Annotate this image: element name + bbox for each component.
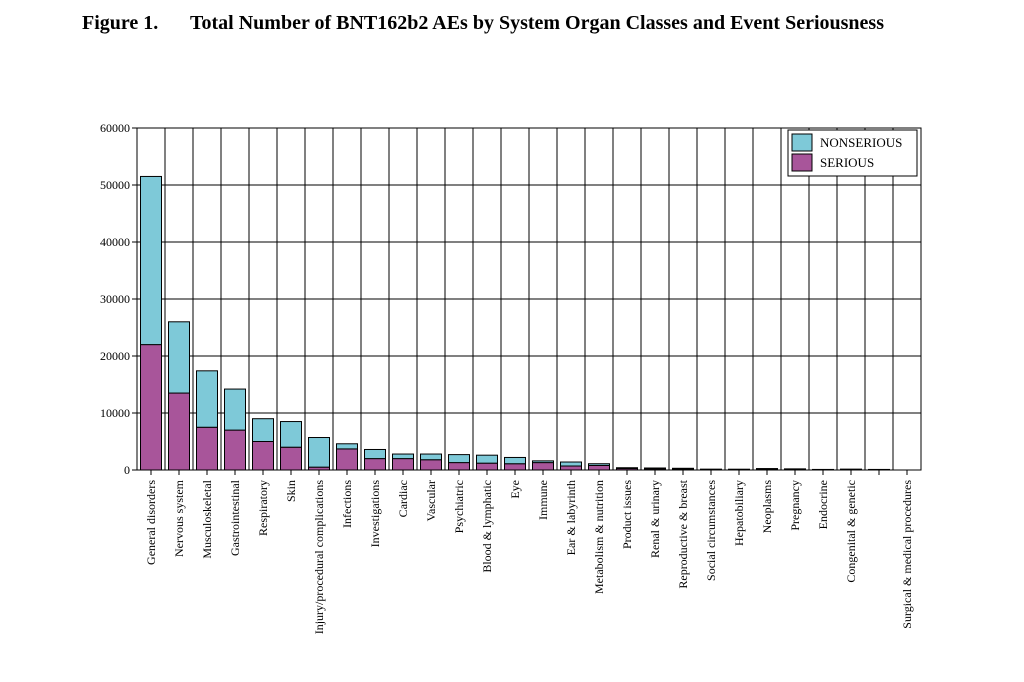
legend-label: NONSERIOUS <box>820 135 902 150</box>
x-category-label: Reproductive & breast <box>676 479 690 588</box>
figure-label: Figure 1. <box>82 12 159 34</box>
bar-nonserious <box>448 454 470 464</box>
x-category-label: Endocrine <box>816 480 830 529</box>
bar-serious <box>196 426 218 471</box>
bar-serious <box>588 464 610 471</box>
bar-serious <box>224 429 246 471</box>
bar-nonserious <box>308 437 330 468</box>
bar-nonserious <box>252 418 274 443</box>
x-category-label: Pregnancy <box>788 480 802 531</box>
y-tick-label: 20000 <box>100 349 130 363</box>
y-tick-label: 50000 <box>100 178 130 192</box>
y-tick-label: 30000 <box>100 292 130 306</box>
x-category-label: Social circumstances <box>704 480 718 581</box>
x-category-label: Metabolism & nutrition <box>592 480 606 594</box>
x-category-label: Infections <box>340 480 354 528</box>
bar-serious <box>504 463 526 471</box>
bar-nonserious <box>336 443 358 450</box>
x-category-label: General disorders <box>144 480 158 565</box>
legend-label: SERIOUS <box>820 155 874 170</box>
bar-nonserious <box>504 456 526 465</box>
x-category-label: Injury/procedural complications <box>312 480 326 635</box>
bar-nonserious <box>476 454 498 464</box>
bar-nonserious <box>392 453 414 460</box>
bar-serious <box>336 448 358 471</box>
x-category-label: Congenital & genetic <box>844 480 858 583</box>
bar-nonserious <box>868 468 890 471</box>
bar-serious <box>476 462 498 471</box>
x-category-label: Hepatobiliary <box>732 480 746 546</box>
bar-nonserious <box>784 468 806 470</box>
x-category-label: Neoplasms <box>760 480 774 534</box>
bar-serious <box>252 441 274 471</box>
bar-nonserious <box>140 175 162 346</box>
x-category-label: Product issues <box>620 480 634 549</box>
x-category-label: Respiratory <box>256 480 270 536</box>
bar-nonserious <box>644 467 666 470</box>
bar-serious <box>168 392 190 471</box>
y-tick-label: 0 <box>124 463 130 477</box>
x-category-label: Vascular <box>424 480 438 521</box>
bar-nonserious <box>224 388 246 431</box>
bar-serious <box>448 462 470 471</box>
bar-nonserious <box>364 448 386 460</box>
bar-nonserious <box>420 453 442 461</box>
bar-nonserious <box>616 467 638 470</box>
bar-serious <box>560 465 582 471</box>
x-category-label: Psychiatric <box>452 480 466 533</box>
bar-nonserious <box>588 463 610 466</box>
bar-nonserious <box>756 468 778 470</box>
x-category-label: Immune <box>536 480 550 520</box>
x-category-label: Ear & labyrinth <box>564 480 578 555</box>
bar-serious <box>280 446 302 471</box>
x-category-label: Cardiac <box>396 480 410 517</box>
bar-nonserious <box>672 467 694 470</box>
x-category-label: Renal & urinary <box>648 480 662 558</box>
legend-swatch <box>791 153 813 172</box>
bar-nonserious <box>280 421 302 448</box>
figure-title-text: Total Number of BNT162b2 AEs by System O… <box>190 12 884 34</box>
x-category-label: Surgical & medical procedures <box>900 480 914 629</box>
x-category-label: Eye <box>508 480 522 499</box>
x-category-label: Investigations <box>368 480 382 548</box>
bar-nonserious <box>560 461 582 467</box>
bar-nonserious <box>168 321 190 394</box>
x-category-label: Nervous system <box>172 479 186 557</box>
bar-nonserious <box>532 460 554 464</box>
bar-serious <box>392 458 414 471</box>
x-category-label: Skin <box>284 480 298 502</box>
bar-serious <box>140 344 162 471</box>
bar-nonserious <box>700 468 722 471</box>
legend-swatch <box>791 133 813 152</box>
x-category-label: Gastrointestinal <box>228 479 242 556</box>
x-category-label: Blood & lymphatic <box>480 480 494 573</box>
bar-serious <box>532 462 554 471</box>
bar-nonserious <box>812 468 834 471</box>
y-tick-label: 40000 <box>100 235 130 249</box>
bar-nonserious <box>840 468 862 471</box>
bar-nonserious <box>728 468 750 471</box>
bar-serious <box>364 458 386 471</box>
y-tick-label: 10000 <box>100 406 130 420</box>
bar-nonserious <box>196 370 218 428</box>
x-category-label: Musculoskeletal <box>200 479 214 558</box>
y-tick-label: 60000 <box>100 121 130 135</box>
bar-serious <box>420 459 442 471</box>
